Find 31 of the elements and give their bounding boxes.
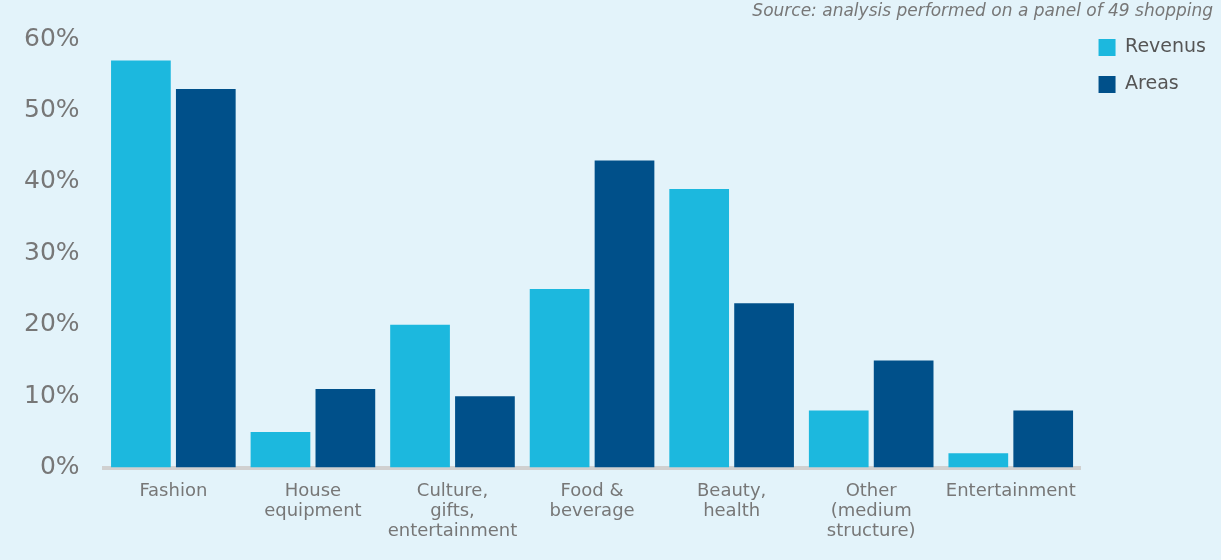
bar xyxy=(175,89,236,468)
y-tick-label: 10% xyxy=(23,379,80,409)
legend-label: Areas xyxy=(1125,71,1179,94)
source-note: Source: analysis performed on a panel of 49 shopping xyxy=(752,0,1213,20)
bar xyxy=(315,389,376,468)
x-tick-label: Fashion xyxy=(139,479,208,501)
bar xyxy=(948,453,1009,468)
y-tick-label: 20% xyxy=(23,308,80,338)
x-tick-label: Beauty, health xyxy=(696,479,767,520)
x-tick-label: House equipment xyxy=(264,479,362,520)
bar xyxy=(873,360,934,468)
y-tick-label: 0% xyxy=(39,451,80,481)
bar xyxy=(594,160,655,468)
bar xyxy=(669,189,730,468)
bar xyxy=(1013,410,1074,468)
x-tick-label: Entertainment xyxy=(945,479,1076,501)
bar xyxy=(390,324,450,468)
x-tick-label: Food & beverage xyxy=(549,479,635,520)
y-tick-label: 40% xyxy=(23,165,80,195)
x-tick-label: Other (medium structure) xyxy=(826,479,916,540)
bar xyxy=(808,410,869,468)
bar xyxy=(529,289,590,468)
y-tick-label: 30% xyxy=(23,236,80,266)
bar xyxy=(455,396,515,468)
x-tick-label: Culture, gifts, entertainment xyxy=(387,479,518,540)
y-tick-label: 60% xyxy=(23,22,80,52)
bar xyxy=(111,60,171,468)
bar xyxy=(250,431,311,468)
legend-label: Revenus xyxy=(1125,34,1207,57)
y-tick-label: 50% xyxy=(23,93,80,123)
bar xyxy=(734,303,794,468)
